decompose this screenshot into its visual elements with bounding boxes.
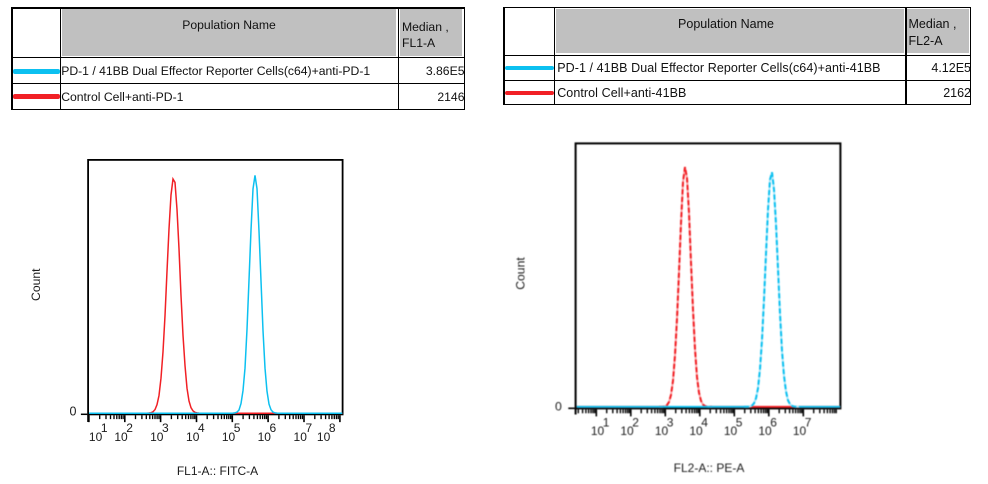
svg-text:FL2-A:: PE-A: FL2-A:: PE-A — [674, 461, 745, 475]
svg-text:2: 2 — [632, 415, 639, 429]
svg-text:10: 10 — [724, 424, 738, 438]
svg-text:8: 8 — [329, 421, 336, 435]
svg-text:Count: Count — [513, 257, 527, 290]
svg-text:10: 10 — [114, 430, 128, 444]
svg-text:10: 10 — [258, 430, 272, 444]
svg-text:10: 10 — [620, 424, 634, 438]
svg-text:6: 6 — [270, 421, 277, 435]
svg-text:10: 10 — [294, 430, 308, 444]
svg-text:10: 10 — [186, 430, 200, 444]
svg-text:10: 10 — [150, 430, 164, 444]
svg-text:5: 5 — [234, 421, 241, 435]
svg-text:3: 3 — [667, 415, 674, 429]
svg-text:5: 5 — [736, 415, 743, 429]
svg-text:Count: Count — [29, 268, 43, 301]
svg-text:7: 7 — [805, 415, 812, 429]
svg-text:10: 10 — [317, 430, 331, 444]
svg-text:10: 10 — [591, 424, 605, 438]
svg-text:6: 6 — [770, 415, 777, 429]
svg-text:2: 2 — [126, 421, 133, 435]
svg-text:1: 1 — [603, 415, 610, 429]
svg-text:10: 10 — [689, 424, 703, 438]
svg-text:1: 1 — [101, 421, 108, 435]
svg-text:4: 4 — [701, 415, 708, 429]
svg-text:10: 10 — [222, 430, 236, 444]
svg-text:10: 10 — [758, 424, 772, 438]
svg-text:10: 10 — [89, 430, 103, 444]
svg-text:0: 0 — [70, 404, 77, 418]
svg-text:3: 3 — [162, 421, 169, 435]
svg-text:10: 10 — [655, 424, 669, 438]
svg-text:10: 10 — [793, 424, 807, 438]
svg-text:0: 0 — [555, 400, 562, 414]
svg-text:7: 7 — [305, 421, 312, 435]
svg-text:4: 4 — [198, 421, 205, 435]
svg-text:FL1-A:: FITC-A: FL1-A:: FITC-A — [177, 464, 258, 478]
